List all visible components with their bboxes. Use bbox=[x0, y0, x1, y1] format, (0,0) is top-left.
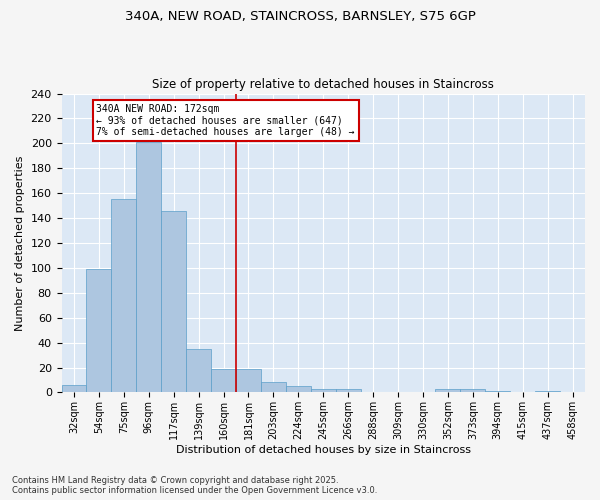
Bar bbox=[436, 388, 460, 392]
Bar bbox=[112, 200, 136, 392]
X-axis label: Distribution of detached houses by size in Staincross: Distribution of detached houses by size … bbox=[176, 445, 471, 455]
Bar bbox=[485, 391, 510, 392]
Text: 340A, NEW ROAD, STAINCROSS, BARNSLEY, S75 6GP: 340A, NEW ROAD, STAINCROSS, BARNSLEY, S7… bbox=[125, 10, 475, 23]
Bar bbox=[136, 142, 161, 393]
Bar bbox=[336, 388, 361, 392]
Bar bbox=[236, 369, 261, 392]
Bar bbox=[161, 210, 186, 392]
Y-axis label: Number of detached properties: Number of detached properties bbox=[15, 156, 25, 330]
Text: 340A NEW ROAD: 172sqm
← 93% of detached houses are smaller (647)
7% of semi-deta: 340A NEW ROAD: 172sqm ← 93% of detached … bbox=[97, 104, 355, 136]
Bar bbox=[86, 269, 112, 392]
Bar bbox=[311, 388, 336, 392]
Bar bbox=[460, 388, 485, 392]
Text: Contains HM Land Registry data © Crown copyright and database right 2025.
Contai: Contains HM Land Registry data © Crown c… bbox=[12, 476, 377, 495]
Title: Size of property relative to detached houses in Staincross: Size of property relative to detached ho… bbox=[152, 78, 494, 91]
Bar bbox=[211, 369, 236, 392]
Bar bbox=[186, 349, 211, 393]
Bar bbox=[261, 382, 286, 392]
Bar bbox=[535, 391, 560, 392]
Bar bbox=[286, 386, 311, 392]
Bar bbox=[62, 385, 86, 392]
